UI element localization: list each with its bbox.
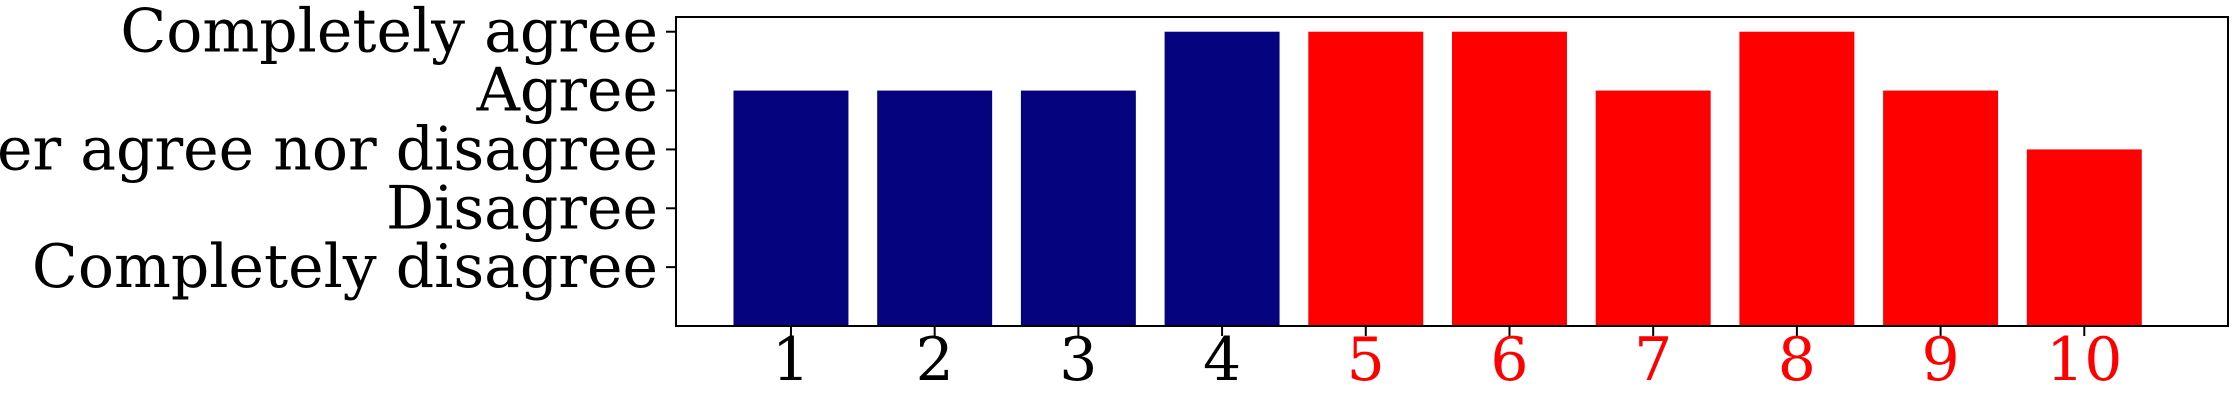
x-tick-label: 7 bbox=[1634, 325, 1672, 395]
bar-1 bbox=[733, 90, 849, 326]
x-tick-label: 6 bbox=[1490, 325, 1528, 395]
bar-3 bbox=[1020, 90, 1136, 326]
bar-9 bbox=[1883, 90, 1999, 326]
y-tick-label: Completely disagree bbox=[32, 232, 658, 302]
bar-8 bbox=[1739, 31, 1855, 326]
x-tick-label: 3 bbox=[1059, 325, 1097, 395]
y-tick-label: Agree bbox=[476, 56, 658, 126]
bar-2 bbox=[877, 90, 993, 326]
x-tick-label: 4 bbox=[1203, 325, 1241, 395]
y-tick-label: Completely agree bbox=[120, 0, 658, 67]
bar-4 bbox=[1164, 31, 1280, 326]
y-tick-label: Neither agree nor disagree bbox=[0, 114, 658, 184]
x-tick-label: 10 bbox=[2046, 325, 2122, 395]
plot-frame bbox=[675, 16, 2229, 327]
bar-7 bbox=[1595, 90, 1711, 326]
y-tick-label: Disagree bbox=[386, 173, 658, 243]
x-tick-label: 2 bbox=[916, 325, 954, 395]
x-tick-label: 9 bbox=[1921, 325, 1959, 395]
y-axis: Completely disagreeDisagreeNeither agree… bbox=[0, 0, 676, 302]
bar-6 bbox=[1452, 31, 1567, 326]
x-tick-label: 1 bbox=[772, 325, 810, 395]
bar-5 bbox=[1308, 31, 1424, 326]
x-tick-label: 8 bbox=[1778, 325, 1816, 395]
bar-10 bbox=[2026, 149, 2142, 326]
x-tick-label: 5 bbox=[1347, 325, 1385, 395]
bars-layer bbox=[733, 31, 2142, 326]
x-axis: 1 2 3 4 5 6 7 8 9 10 bbox=[772, 325, 2123, 395]
